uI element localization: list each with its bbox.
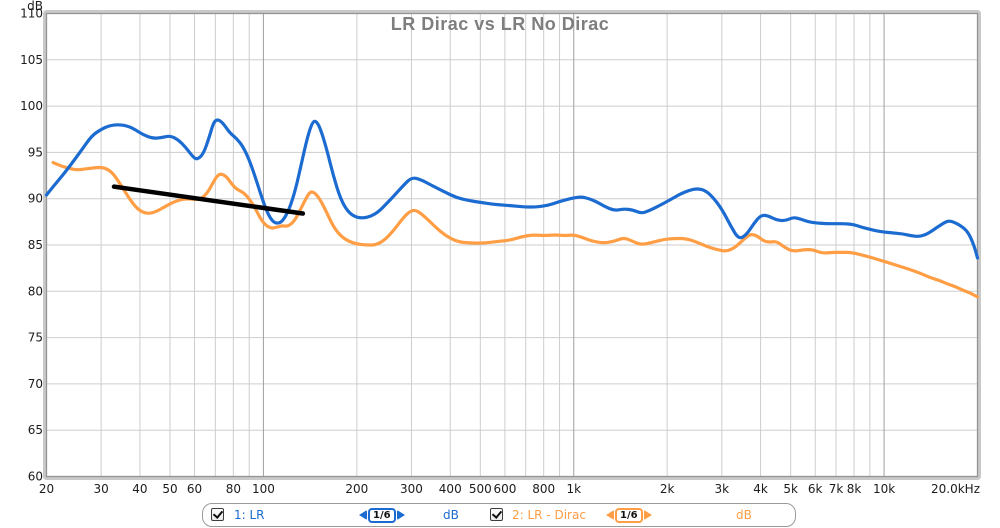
trace1-label[interactable]: 1: LR xyxy=(234,508,265,522)
x-axis-tick-label: 20.0kHz xyxy=(931,482,980,496)
spin-right-arrow-icon[interactable] xyxy=(396,510,405,520)
x-axis-tick-label: 500 xyxy=(469,482,492,496)
trace1-smoothing-value[interactable]: 1/6 xyxy=(368,507,396,523)
trace-2-lr-dirac xyxy=(51,161,980,299)
trace2-label[interactable]: 2: LR - Dirac xyxy=(512,508,586,522)
y-axis-tick-label: 75 xyxy=(28,331,43,345)
x-axis-tick-label: 200 xyxy=(345,482,368,496)
y-axis-unit-label: dB xyxy=(27,0,43,13)
y-axis-tick-label: 110 xyxy=(20,7,43,21)
trace1-smoothing-spinner[interactable]: 1/6 xyxy=(359,507,405,523)
spin-right-arrow-icon[interactable] xyxy=(643,510,652,520)
trace2-smoothing-value[interactable]: 1/6 xyxy=(615,507,643,523)
x-axis-tick-label: 100 xyxy=(252,482,275,496)
x-axis-tick-label: 1k xyxy=(566,482,581,496)
x-axis-tick-label: 2k xyxy=(660,482,675,496)
x-axis-tick-label: 400 xyxy=(439,482,462,496)
x-axis-tick-label: 4k xyxy=(753,482,768,496)
x-axis-tick-label: 30 xyxy=(94,482,109,496)
x-axis-tick-label: 600 xyxy=(493,482,516,496)
x-axis-tick-label: 8k xyxy=(847,482,862,496)
y-axis-tick-label: 60 xyxy=(28,470,43,484)
y-axis-tick-label: 85 xyxy=(28,238,43,252)
plot-border-bevel xyxy=(43,10,981,480)
trend-line xyxy=(111,184,306,216)
y-axis-tick-label: 95 xyxy=(28,145,43,159)
y-axis-tick-label: 100 xyxy=(20,99,43,113)
trace1-unit-label: dB xyxy=(443,508,459,522)
x-axis-tick-label: 6k xyxy=(808,482,823,496)
x-axis-tick-label: 10k xyxy=(873,482,895,496)
y-axis-tick-label: 65 xyxy=(28,423,43,437)
x-axis-tick-label: 80 xyxy=(226,482,241,496)
x-axis-tick-label: 50 xyxy=(162,482,177,496)
x-axis-tick-label: 800 xyxy=(532,482,555,496)
trace1-checkbox[interactable] xyxy=(211,508,224,521)
x-axis-tick-label: 40 xyxy=(132,482,147,496)
trace-1-lr xyxy=(44,118,980,260)
x-axis-tick-label: 3k xyxy=(715,482,730,496)
y-axis-tick-label: 80 xyxy=(28,284,43,298)
x-axis-tick-label: 7k xyxy=(829,482,844,496)
x-axis-tick-label: 5k xyxy=(783,482,798,496)
spin-left-arrow-icon[interactable] xyxy=(606,510,614,520)
trace2-checkbox[interactable] xyxy=(490,508,503,521)
trace2-smoothing-spinner[interactable]: 1/6 xyxy=(606,507,652,523)
y-axis-tick-label: 105 xyxy=(20,53,43,67)
x-axis-tick-label: 60 xyxy=(187,482,202,496)
trace2-unit-label: dB xyxy=(736,508,752,522)
legend-bar: 1: LR 1/6 dB 2: LR - Dirac 1/6 dB xyxy=(202,503,796,527)
x-axis-tick-label: 20 xyxy=(39,482,54,496)
y-axis-tick-label: 90 xyxy=(28,192,43,206)
chart-title: LR Dirac vs LR No Dirac xyxy=(390,14,610,34)
spin-left-arrow-icon[interactable] xyxy=(359,510,367,520)
x-axis-tick-label: 300 xyxy=(400,482,423,496)
plot-border xyxy=(45,12,979,478)
y-axis-tick-label: 70 xyxy=(28,377,43,391)
